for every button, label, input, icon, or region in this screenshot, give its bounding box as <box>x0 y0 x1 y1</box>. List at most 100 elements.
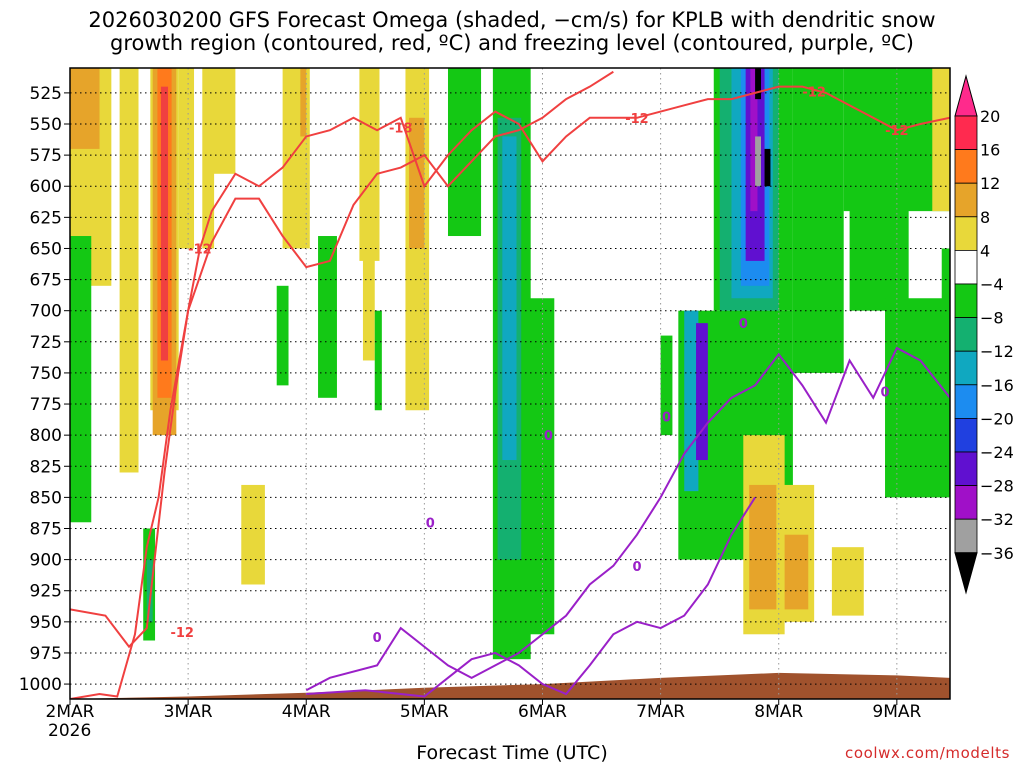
omega-cell <box>784 534 809 610</box>
x-year-label: 2026 <box>48 721 91 741</box>
colorbar-label: 8 <box>980 208 990 227</box>
dgz-contour-label: -12 <box>885 124 909 139</box>
freezing-contour-label: 0 <box>739 317 748 332</box>
omega-cell <box>374 310 382 411</box>
omega-cell <box>502 136 517 461</box>
colorbar-label: −36 <box>980 544 1014 563</box>
omega-cell <box>750 68 758 212</box>
colorbar-swatch <box>954 518 978 554</box>
credit-link[interactable]: coolwx.com/modelts <box>845 744 1010 762</box>
omega-cell <box>792 68 844 373</box>
omega-cell <box>241 484 265 585</box>
x-tick-label: 7MAR <box>636 702 685 722</box>
chart-title-line-2: growth region (contoured, red, ºC) and f… <box>110 31 914 55</box>
omega-cell <box>749 484 777 610</box>
freezing-contour-label: 0 <box>426 516 435 531</box>
y-tick-label: 650 <box>30 239 62 259</box>
x-tick-label: 9MAR <box>872 702 921 722</box>
y-tick-label: 750 <box>30 364 62 384</box>
colorbar-label: −20 <box>980 409 1014 428</box>
colorbar-swatch <box>954 249 978 285</box>
y-tick-label: 550 <box>30 115 62 135</box>
freezing-contour-label: 0 <box>632 560 641 575</box>
colorbar-swatch <box>954 317 978 352</box>
omega-cell <box>205 68 236 174</box>
colorbar-label: −16 <box>980 376 1014 395</box>
colorbar-label: 16 <box>980 141 1000 160</box>
omega-cell <box>362 68 375 361</box>
colorbar-label: 20 <box>980 107 1000 126</box>
colorbar-label: −28 <box>980 477 1014 496</box>
colorbar-swatch <box>954 216 978 251</box>
omega-cell <box>831 547 864 616</box>
colorbar-swatch <box>954 384 978 419</box>
freezing-contour-main <box>305 346 950 692</box>
colorbar-label: −24 <box>980 443 1014 462</box>
x-tick-label: 5MAR <box>400 702 449 722</box>
omega-cell <box>447 68 482 237</box>
x-tick-label: 3MAR <box>164 702 213 722</box>
x-tick-label: 4MAR <box>282 702 331 722</box>
omega-cell <box>160 86 169 361</box>
y-tick-label: 525 <box>30 84 62 104</box>
colorbar-label: −8 <box>980 309 1004 328</box>
terrain-area <box>70 672 950 699</box>
omega-cell <box>660 335 673 436</box>
omega-cell <box>178 68 195 249</box>
y-tick-label: 950 <box>30 613 62 633</box>
colorbar-swatch <box>954 149 978 184</box>
x-tick-label: 2MAR <box>46 702 95 722</box>
chart-title-line-1: 2026030200 GFS Forecast Omega (shaded, −… <box>88 8 936 32</box>
freezing-contour-label: 0 <box>662 410 671 425</box>
y-tick-label: 975 <box>30 644 62 664</box>
freezing-contour-label: 0 <box>544 429 553 444</box>
omega-cell <box>885 298 950 498</box>
omega-cell <box>849 192 909 311</box>
y-tick-label: 875 <box>30 519 62 539</box>
colorbar-bottom-triangle <box>954 552 978 595</box>
omega-cell <box>146 559 153 622</box>
terrain-fill <box>70 672 950 699</box>
y-tick-label: 1000 <box>19 675 62 695</box>
colorbar-swatch <box>954 182 978 218</box>
colorbar-swatch <box>954 417 978 453</box>
colorbar-label: 4 <box>980 241 990 260</box>
freezing-contour-lower <box>306 496 756 698</box>
dgz-contour-label: -12 <box>625 112 649 127</box>
freezing-contour-label: 0 <box>373 631 382 646</box>
colorbar-swatch <box>954 115 978 150</box>
y-tick-label: 625 <box>30 208 62 228</box>
y-tick-label: 725 <box>30 333 62 353</box>
x-axis-label: Forecast Time (UTC) <box>416 742 608 764</box>
y-tick-label: 700 <box>30 302 62 322</box>
y-tick-label: 925 <box>30 582 62 602</box>
omega-cell <box>932 68 950 212</box>
colorbar: 20 16 12 8 4 −4 −8 −12 −16 −20 −24 −28 −32 −36 <box>954 74 1014 595</box>
dgz-contour-label: -12 <box>188 242 212 257</box>
omega-cell <box>300 68 307 137</box>
omega-cell <box>764 148 771 187</box>
y-tick-label: 900 <box>30 551 62 571</box>
colorbar-top-triangle <box>954 74 978 117</box>
y-tick-label: 775 <box>30 395 62 415</box>
y-tick-label: 675 <box>30 271 62 291</box>
dgz-contour-label: -12 <box>170 626 194 641</box>
y-tick-label: 800 <box>30 426 62 446</box>
y-axis: 525 550 575 600 625 650 675 700 725 750 775 800 825 8… <box>19 84 70 695</box>
y-tick-label: 850 <box>30 488 62 508</box>
colorbar-swatch <box>954 283 978 318</box>
omega-shading <box>70 68 950 660</box>
x-tick-label: 8MAR <box>754 702 803 722</box>
omega-cell <box>70 68 100 149</box>
omega-cell <box>318 236 337 398</box>
y-tick-label: 825 <box>30 457 62 477</box>
omega-cell <box>755 68 762 100</box>
omega-cell <box>119 68 139 473</box>
colorbar-swatch <box>954 485 978 520</box>
dgz-contour-label: -12 <box>802 86 826 101</box>
x-tick-label: 6MAR <box>518 702 567 722</box>
dgz-contour-label: -18 <box>389 122 413 137</box>
omega-cell <box>409 117 425 249</box>
omega-cell <box>684 310 699 492</box>
